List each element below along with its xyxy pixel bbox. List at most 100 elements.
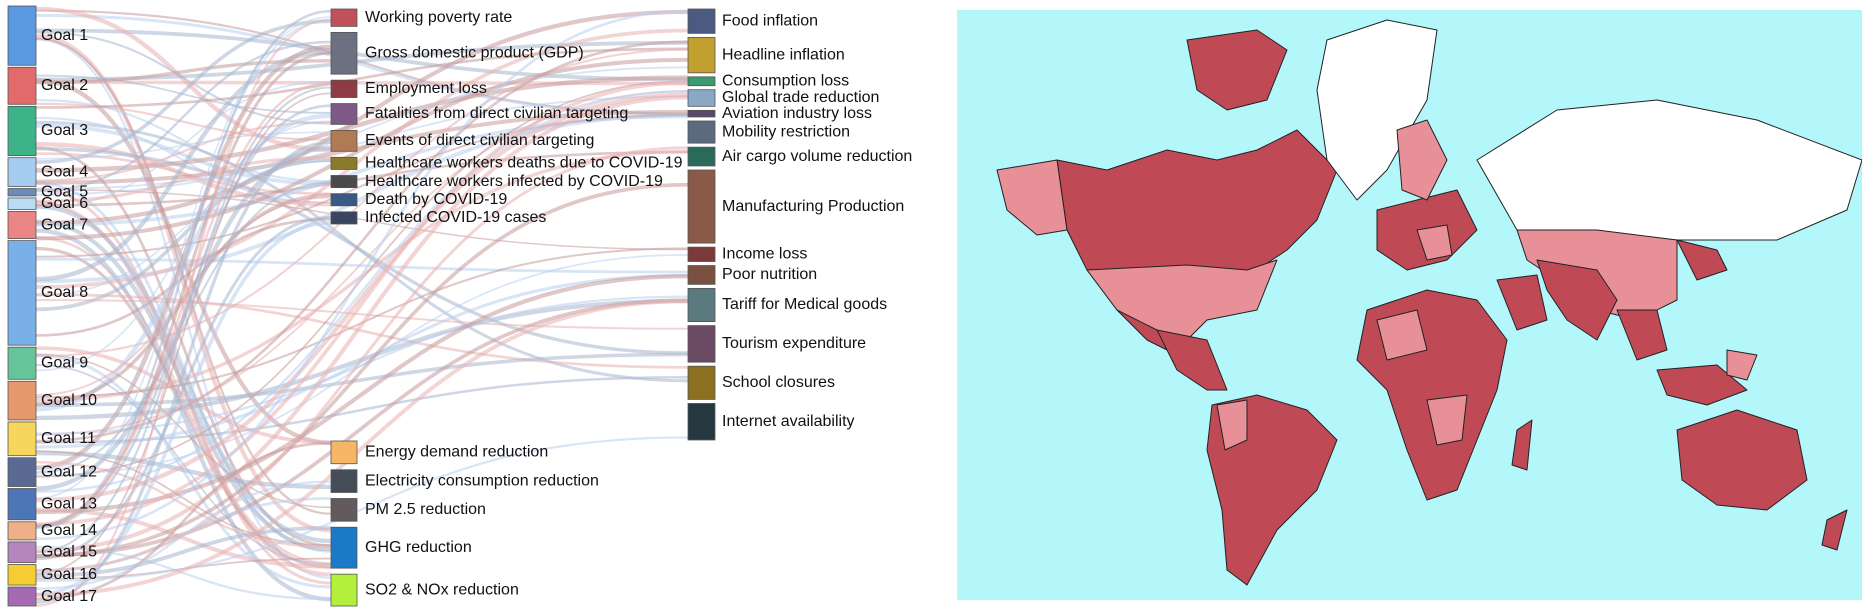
sankey-link: [35, 298, 689, 558]
sankey-link: [35, 299, 689, 597]
country-region: [1086, 259, 1278, 341]
country-region: [1426, 394, 1468, 446]
sankey-link: [35, 6, 332, 153]
country-region: [1616, 309, 1668, 361]
sankey-node: [330, 211, 358, 225]
sankey-node-label: Goal 2: [41, 77, 88, 94]
sankey-node-label: Goal 13: [41, 495, 97, 512]
sankey-link: [35, 16, 332, 473]
sankey-link: [35, 228, 332, 602]
sankey-link: [35, 193, 332, 406]
sankey-link: [35, 215, 332, 561]
sankey-node: [687, 325, 716, 363]
sankey-node-label: Goal 5: [41, 183, 88, 200]
sankey-node: [330, 193, 358, 207]
sankey-link: [35, 436, 689, 583]
sankey-link: [35, 299, 689, 330]
sankey-node-label: Tourism expenditure: [722, 335, 866, 352]
country-region: [1536, 259, 1618, 341]
sankey-node: [330, 469, 358, 493]
sankey-node-label: SO2 & NOx reduction: [365, 581, 519, 598]
sankey-link: [35, 9, 689, 226]
sankey-link: [35, 47, 689, 109]
sankey-node-label: Income loss: [722, 246, 807, 263]
sankey-node-label: Goal 7: [41, 216, 88, 233]
sankey-node: [687, 120, 716, 144]
sankey-link: [35, 86, 332, 554]
land-masses: [996, 19, 1862, 586]
sankey-link: [35, 90, 689, 436]
sankey-link: [35, 92, 332, 575]
sankey-node: [7, 457, 37, 487]
country-region: [1511, 419, 1533, 471]
sankey-link: [35, 98, 332, 183]
country-region: [1186, 29, 1288, 111]
country-region: [996, 159, 1068, 236]
sankey-node: [7, 564, 37, 586]
sankey-node-label: Fatalities from direct civilian targetin…: [365, 105, 628, 122]
sankey-node-label: Manufacturing Production: [722, 198, 904, 215]
sankey-node: [687, 246, 716, 262]
sankey-node: [7, 488, 37, 521]
sankey-node: [687, 76, 716, 87]
country-region: [1496, 274, 1548, 331]
sankey-node: [687, 36, 716, 74]
sankey-link: [35, 507, 332, 569]
sankey-link: [35, 92, 689, 503]
sankey-node: [7, 346, 37, 380]
sankey-link: [35, 81, 332, 526]
sankey-node-label: Goal 16: [41, 566, 97, 583]
sankey-node: [687, 265, 716, 285]
sankey-link: [35, 156, 332, 204]
sankey-link: [35, 102, 332, 141]
sankey-link: [35, 18, 332, 500]
sankey-node: [7, 157, 37, 187]
world-map: [957, 10, 1862, 600]
sankey-link: [35, 19, 332, 164]
sankey-link: [35, 57, 689, 241]
sankey-node-label: Global trade reduction: [722, 89, 879, 106]
sankey-node: [7, 5, 37, 66]
sankey-link: [35, 545, 332, 601]
country-region: [1376, 309, 1428, 361]
sankey-link: [35, 74, 332, 114]
sankey-node-label: Goal 15: [41, 543, 97, 560]
sankey-links: [35, 6, 689, 607]
sankey-node-label: Goal 8: [41, 284, 88, 301]
sankey-node-label: Aviation industry loss: [722, 105, 872, 122]
sankey-link: [35, 9, 689, 541]
sankey-node: [330, 175, 358, 189]
sankey-node: [330, 130, 358, 152]
sankey-node: [7, 240, 37, 346]
sankey-node: [687, 146, 716, 167]
sankey-link: [35, 28, 689, 82]
sankey-node-label: Gross domestic product (GDP): [365, 44, 584, 61]
sankey-node-label: Food inflation: [722, 12, 818, 29]
sankey-link: [35, 80, 332, 209]
country-region: [1676, 409, 1808, 511]
sankey-node: [7, 521, 37, 541]
sankey-node: [7, 380, 37, 421]
country-region: [1726, 349, 1758, 381]
sankey-link: [35, 95, 689, 191]
sankey-node-label: Goal 17: [41, 588, 97, 605]
sankey-node: [687, 365, 716, 400]
sankey-node-label: School closures: [722, 374, 835, 391]
sankey-node-label: Goal 10: [41, 392, 97, 409]
sankey-node-label: Consumption loss: [722, 72, 849, 89]
sankey-node-label: Goal 9: [41, 354, 88, 371]
sankey-link: [35, 81, 689, 527]
sankey-node-label: Healthcare workers deaths due to COVID-1…: [365, 155, 683, 172]
sankey-node-label: Goal 4: [41, 163, 88, 180]
sankey-node-label: Healthcare workers infected by COVID-19: [365, 173, 663, 190]
sankey-node-label: Goal 11: [41, 430, 96, 447]
sankey-link: [35, 28, 689, 289]
country-region: [1821, 509, 1848, 551]
sankey-node-label: Death by COVID-19: [365, 191, 507, 208]
sankey-node-label: Employment loss: [365, 80, 487, 97]
sankey-link: [35, 257, 689, 274]
sankey-node-label: Goal 3: [41, 122, 88, 139]
sankey-link: [35, 480, 332, 590]
sankey-link: [35, 80, 689, 478]
